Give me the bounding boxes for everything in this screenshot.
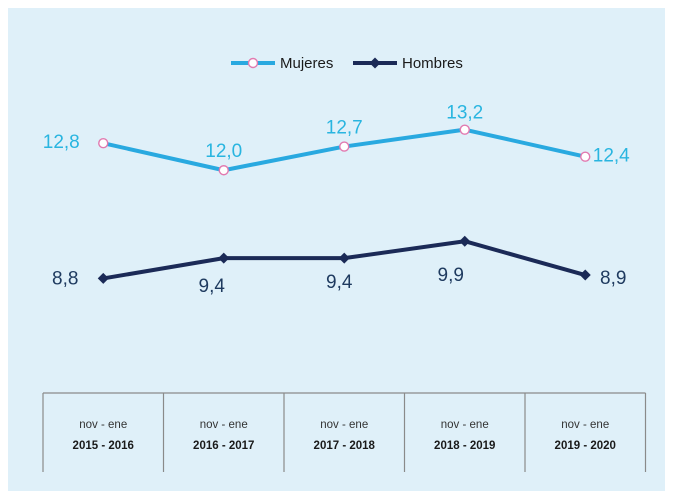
x-tick-label-years: 2016 - 2017 xyxy=(193,440,254,452)
data-label: 12,8 xyxy=(43,132,80,153)
x-tick-label-years: 2015 - 2016 xyxy=(73,440,134,452)
series-marker-diamond xyxy=(369,57,381,69)
series-marker-circle xyxy=(580,151,591,162)
series-marker-diamond xyxy=(218,252,230,264)
legend-label: Hombres xyxy=(402,55,463,72)
series-mujeres: 12,8 12,0 12,7 13,2 12,4 xyxy=(43,103,630,176)
legend-item-hombres: Hombres xyxy=(353,55,463,72)
x-tick-label-period: nov - ene xyxy=(320,419,368,431)
data-label: 12,0 xyxy=(205,141,242,162)
category-axis: nov - ene 2015 - 2016 nov - ene 2016 - 2017… xyxy=(42,392,647,472)
data-label: 8,9 xyxy=(600,268,626,289)
x-tick-label-period: nov - ene xyxy=(441,419,489,431)
series-marker-circle xyxy=(98,137,109,149)
series-marker-circle xyxy=(247,57,259,69)
x-tick-label-period: nov - ene xyxy=(561,419,609,431)
series-marker-diamond xyxy=(459,235,471,247)
x-tick-label-period: nov - ene xyxy=(200,419,248,431)
legend-item-mujeres: Mujeres xyxy=(231,55,333,72)
data-label: 9,4 xyxy=(326,272,353,293)
data-label: 13,2 xyxy=(446,103,483,124)
data-label: 12,7 xyxy=(326,118,363,139)
x-tick-label-years: 2018 - 2019 xyxy=(434,440,495,452)
data-label: 12,4 xyxy=(593,146,630,167)
data-label: 9,9 xyxy=(438,265,464,286)
series-hombres: 8,8 9,4 9,4 9,9 8,9 xyxy=(52,235,626,297)
legend: Mujeres Hombres xyxy=(231,55,463,72)
series-marker-circle xyxy=(459,124,470,135)
x-tick-label-period: nov - ene xyxy=(79,419,127,431)
series-marker-circle xyxy=(218,165,229,176)
series-marker-diamond xyxy=(97,272,109,284)
chart-background xyxy=(8,8,665,491)
series-marker-circle xyxy=(339,141,350,152)
x-tick-label-years: 2017 - 2018 xyxy=(314,440,376,452)
series-layer: 12,8 12,0 12,7 13,2 12,4 8,8 9,4 9,4 9,9 8,9 xyxy=(43,103,630,297)
series-marker-diamond xyxy=(338,252,350,264)
data-label: 9,4 xyxy=(199,276,226,297)
data-label: 8,8 xyxy=(52,268,78,289)
series-marker-diamond xyxy=(579,269,591,281)
x-tick-label-years: 2019 - 2020 xyxy=(555,440,616,452)
legend-label: Mujeres xyxy=(280,55,333,72)
